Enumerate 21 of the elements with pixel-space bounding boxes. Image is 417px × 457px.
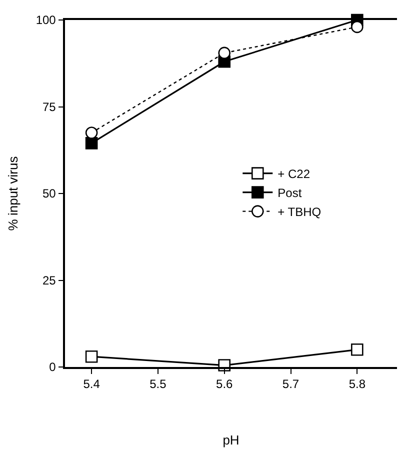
y-axis-title: % input virus [5, 156, 20, 231]
point [351, 20, 364, 34]
point [85, 126, 98, 139]
x-tick-label: 5.8 [348, 377, 366, 392]
y-tick-label: 0 [49, 360, 56, 374]
y-tick-label: 75 [42, 100, 56, 114]
y-tick-label: 25 [42, 273, 56, 288]
legend-label: Post [278, 186, 302, 200]
legend-label: + TBHQ [278, 204, 322, 219]
x-tick-label: 5.5 [150, 377, 167, 392]
x-tick-label: 5.4 [83, 377, 100, 392]
point [351, 344, 364, 356]
y-tick-label: 100 [36, 13, 56, 28]
point [85, 137, 98, 150]
y-tick-label: 50 [42, 186, 56, 201]
x-tick-label: 5.7 [282, 377, 300, 392]
point [85, 350, 98, 363]
point [218, 46, 231, 60]
x-tick-label: 5.6 [216, 377, 234, 392]
x-axis-title: pH [222, 432, 240, 448]
legend-label: + C22 [278, 166, 310, 181]
